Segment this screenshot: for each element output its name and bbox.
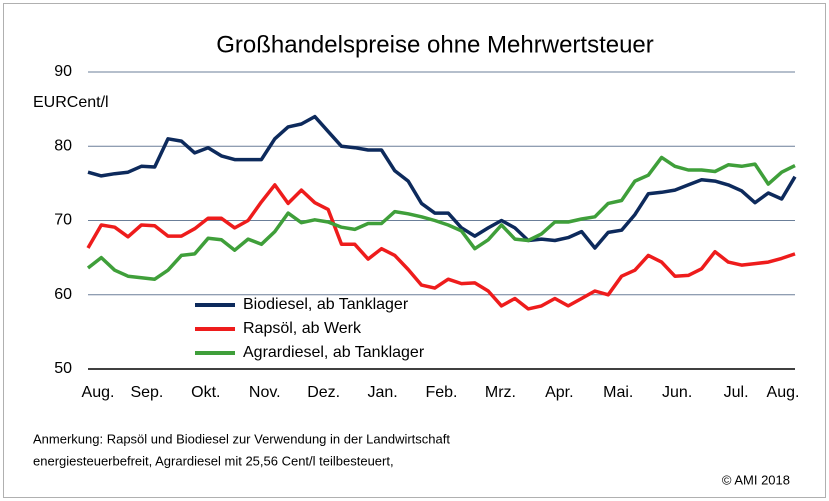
legend-label: Rapsöl, ab Werk [243,320,362,337]
legend-label: Agrardiesel, ab Tanklager [243,344,425,361]
chart-title: Großhandelspreise ohne Mehrwertsteuer [216,31,654,58]
x-tick-label: Aug. [82,384,115,401]
x-tick-label: Nov. [249,384,281,401]
x-tick-label: Apr. [545,384,573,401]
annotation: Anmerkung: Rapsöl und Biodiesel zur Verw… [33,431,450,446]
y-tick-label: 70 [54,212,72,229]
frame [3,3,826,498]
x-tick-label: Mrz. [485,384,516,401]
series-line [87,114,797,250]
series-line [86,183,796,311]
x-tick-label: Mai. [603,384,633,401]
copyright: © AMI 2018 [722,472,790,487]
series-line [86,155,796,281]
y-tick-label: 50 [54,360,72,377]
x-tick-label: Feb. [425,384,457,401]
annotation: energiesteuerbefreit, Agrardiesel mit 25… [33,453,394,468]
legend-label: Biodiesel, ab Tanklager [243,296,409,313]
y-tick-label: 90 [54,63,72,80]
x-tick-label: Jul. [724,384,749,401]
x-tick-label: Jun. [662,384,692,401]
x-tick-label: Sep. [130,384,163,401]
x-tick-label: Jan. [367,384,397,401]
y-axis-label: EURCent/l [33,94,109,111]
x-tick-label: Okt. [191,384,220,401]
x-tick-label: Aug. [767,384,800,401]
y-tick-label: 60 [54,286,72,303]
y-tick-label: 80 [54,137,72,154]
x-tick-label: Dez. [307,384,340,401]
